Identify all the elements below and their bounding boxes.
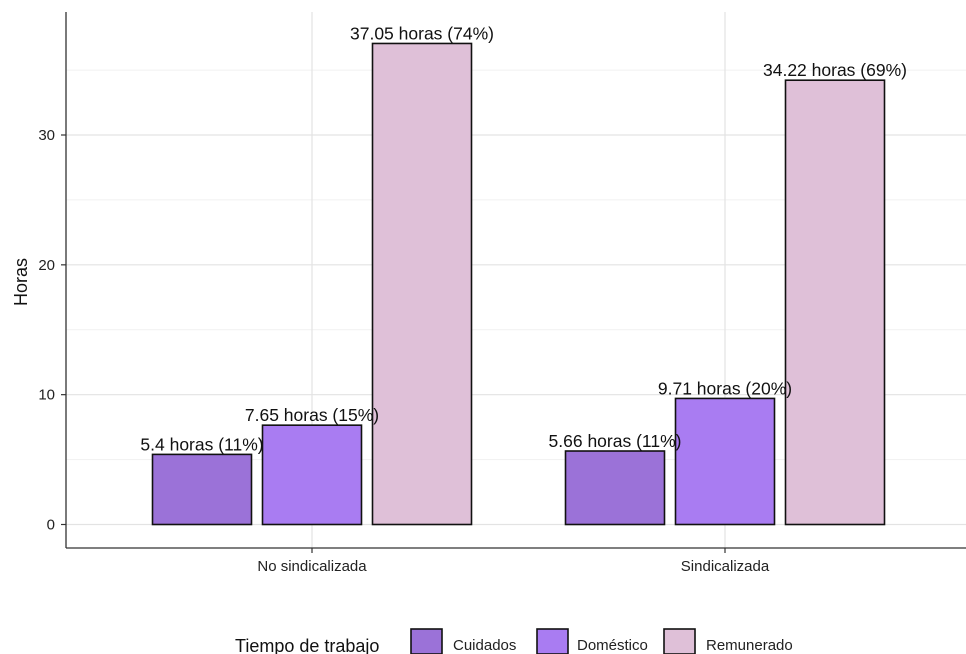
bar-remunerado-2 bbox=[784, 79, 886, 526]
legend-swatch-remunerado bbox=[663, 628, 696, 654]
bar-cuidados-2 bbox=[564, 450, 666, 526]
legend-swatch-cuidados bbox=[410, 628, 443, 654]
data-label: 5.4 horas (11%) bbox=[140, 434, 263, 454]
bar-dom-stico-2 bbox=[674, 397, 776, 526]
axes: 0 10 20 30 No sindicalizada Sindicalizada bbox=[38, 12, 966, 575]
legend-label: Doméstico bbox=[577, 637, 648, 654]
legend-title: Tiempo de trabajo bbox=[235, 636, 379, 654]
x-tick-label: Sindicalizada bbox=[681, 558, 770, 575]
data-label: 37.05 horas (74%) bbox=[350, 23, 494, 43]
legend-label: Cuidados bbox=[453, 637, 516, 654]
legend-swatch-dom-stico bbox=[536, 628, 569, 654]
y-tick-label: 30 bbox=[38, 127, 55, 144]
bar-cuidados-1 bbox=[151, 453, 253, 526]
y-axis-title: Horas bbox=[11, 258, 31, 306]
data-label: 34.22 horas (69%) bbox=[763, 60, 907, 80]
y-tick-label: 20 bbox=[38, 257, 55, 274]
bar-remunerado-1 bbox=[371, 42, 473, 526]
data-label: 7.65 horas (15%) bbox=[245, 405, 379, 425]
y-tick-label: 0 bbox=[47, 517, 55, 534]
data-label: 9.71 horas (20%) bbox=[658, 378, 792, 398]
bars bbox=[151, 42, 886, 526]
y-tick-label: 10 bbox=[38, 387, 55, 404]
bar-dom-stico-1 bbox=[261, 424, 363, 526]
legend: Tiempo de trabajo Cuidados Doméstico Remun… bbox=[235, 628, 793, 654]
x-tick-label: No sindicalizada bbox=[257, 558, 367, 575]
legend-label: Remunerado bbox=[706, 637, 793, 654]
data-labels: 5.4 horas (11%) 7.65 horas (15%) 37.05 hor… bbox=[140, 23, 907, 454]
data-label: 5.66 horas (11%) bbox=[549, 431, 682, 451]
